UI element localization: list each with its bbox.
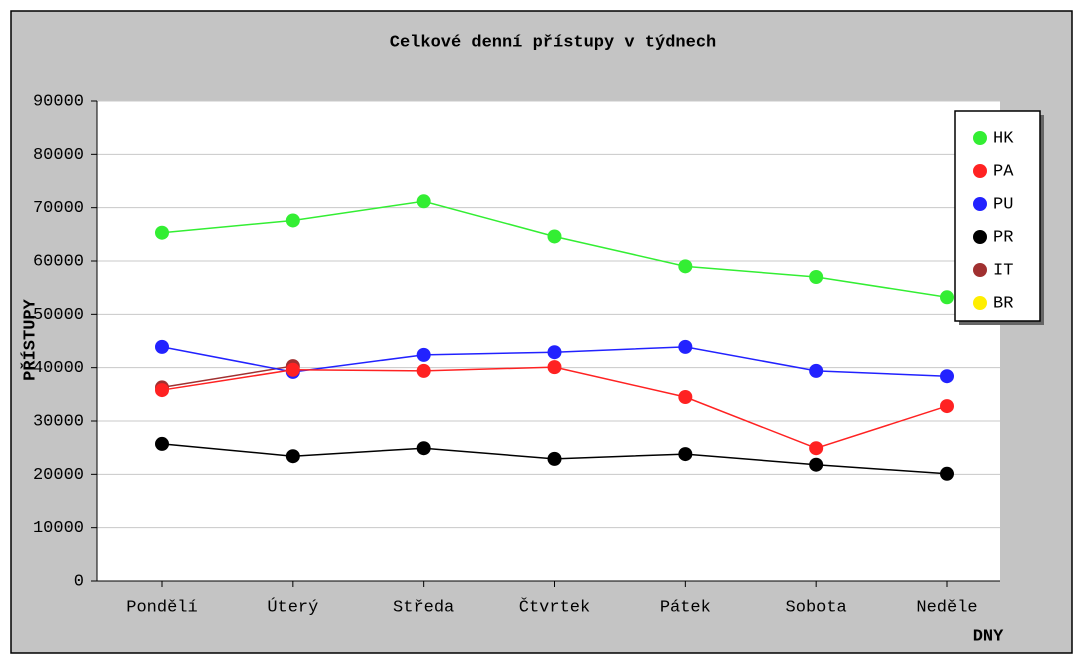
data-point <box>416 347 431 362</box>
series-line <box>161 365 293 389</box>
data-point <box>547 229 562 244</box>
data-point <box>285 362 300 377</box>
data-point <box>155 383 169 398</box>
legend-marker <box>973 296 987 310</box>
y-tick-label: 70000 <box>33 199 84 218</box>
data-point <box>416 363 431 378</box>
data-point <box>940 290 954 305</box>
data-point <box>285 213 300 228</box>
y-axis-label: PŘÍSTUPY <box>20 298 40 380</box>
chart-title: Celkové denní přístupy v týdnech <box>390 33 716 52</box>
x-tick-label: Pátek <box>660 598 711 617</box>
data-point <box>416 441 431 456</box>
legend-label: IT <box>993 261 1013 280</box>
legend-marker <box>973 263 987 277</box>
data-point <box>678 339 693 354</box>
data-point <box>547 345 562 360</box>
y-tick-label: 10000 <box>33 519 84 538</box>
y-tick-label: 40000 <box>33 359 84 378</box>
data-point <box>547 360 562 375</box>
legend-marker <box>973 230 987 244</box>
data-point <box>940 369 954 384</box>
legend-marker <box>973 197 987 211</box>
x-tick-label: Čtvrtek <box>519 597 590 617</box>
x-tick-label: Pondělí <box>126 598 197 617</box>
data-point <box>940 399 954 414</box>
x-tick-label: Sobota <box>786 598 847 617</box>
y-tick-label: 60000 <box>33 252 84 271</box>
data-point <box>678 390 693 404</box>
legend-marker <box>973 164 987 178</box>
y-tick-label: 30000 <box>33 412 84 431</box>
y-tick-label: 0 <box>74 572 84 591</box>
y-tick-label: 80000 <box>33 146 84 165</box>
y-tick-label: 50000 <box>33 306 84 325</box>
data-point <box>155 225 169 240</box>
legend-label: PU <box>993 195 1013 214</box>
y-tick-label: 20000 <box>33 466 84 485</box>
data-point <box>678 447 693 462</box>
data-point <box>547 451 562 466</box>
y-tick-label: 90000 <box>33 92 84 111</box>
x-tick-label: Středa <box>393 598 454 617</box>
legend-label: BR <box>993 294 1013 313</box>
legend-label: HK <box>993 129 1014 148</box>
legend-marker <box>973 131 987 145</box>
data-point <box>809 457 824 472</box>
data-point <box>940 466 954 481</box>
x-axis-label: DNY <box>973 627 1004 646</box>
data-point <box>809 270 824 284</box>
legend-label: PA <box>993 162 1014 181</box>
legend-label: PR <box>993 228 1013 247</box>
data-point <box>678 259 693 274</box>
x-tick-label: Úterý <box>267 597 318 617</box>
x-tick-label: Neděle <box>916 598 977 617</box>
data-point <box>809 441 824 456</box>
data-point <box>155 436 169 451</box>
data-point <box>416 194 431 209</box>
legend-box <box>954 110 1041 322</box>
data-point <box>809 363 824 378</box>
plot-area <box>97 101 1000 581</box>
data-point <box>285 449 300 464</box>
data-point <box>155 339 169 354</box>
